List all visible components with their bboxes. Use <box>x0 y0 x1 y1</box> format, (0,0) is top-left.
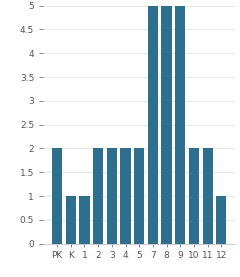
Bar <box>79 196 90 244</box>
Bar <box>134 148 144 244</box>
Bar <box>52 148 62 244</box>
Bar <box>93 148 103 244</box>
Bar <box>148 6 158 244</box>
Bar <box>107 148 117 244</box>
Bar <box>175 6 186 244</box>
Bar <box>216 196 227 244</box>
Bar <box>162 6 172 244</box>
Bar <box>66 196 76 244</box>
Bar <box>203 148 213 244</box>
Bar <box>189 148 199 244</box>
Bar <box>120 148 131 244</box>
